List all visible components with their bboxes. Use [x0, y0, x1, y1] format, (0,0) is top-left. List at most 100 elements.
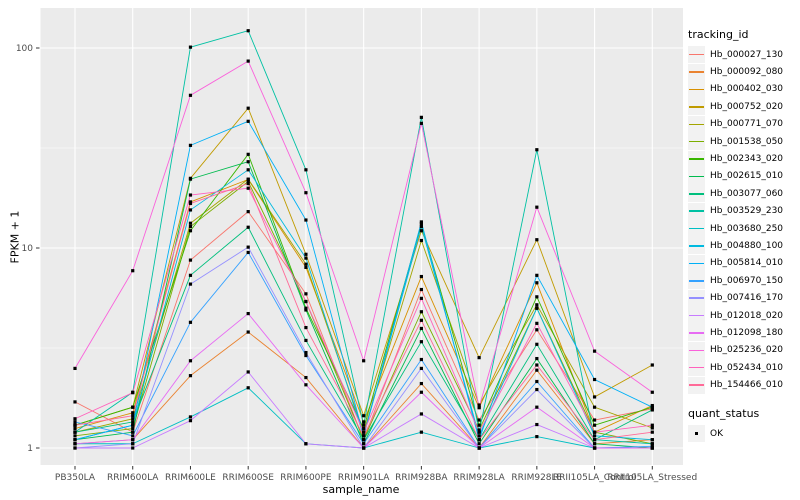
legend-color-key — [688, 359, 705, 377]
data-point — [477, 428, 481, 432]
legend-item-Hb_003529_230: Hb_003529_230 — [688, 202, 798, 220]
line-swatch-icon — [689, 53, 704, 56]
legend-color-key — [688, 115, 705, 133]
x-tick-label: RRII105LA_Control — [553, 473, 636, 483]
data-point — [73, 400, 77, 404]
data-point — [131, 417, 135, 421]
data-point — [131, 446, 135, 450]
legend-item-Hb_003077_060: Hb_003077_060 — [688, 185, 798, 203]
data-point — [477, 403, 481, 407]
legend-color-items: Hb_000027_130 Hb_000092_080 Hb_000402_030 H… — [688, 46, 798, 394]
legend-item-label: Hb_154466_010 — [710, 380, 784, 391]
x-tick-label: RRIM600LE — [165, 473, 216, 483]
data-point — [477, 418, 481, 422]
data-point — [592, 434, 597, 438]
data-point — [73, 446, 77, 450]
data-point — [592, 349, 597, 353]
data-point — [362, 423, 366, 427]
data-point — [535, 306, 539, 310]
data-point — [73, 366, 77, 371]
data-point — [650, 426, 654, 430]
data-point — [304, 383, 308, 387]
data-point — [246, 160, 250, 164]
data-point — [535, 363, 539, 367]
legend-item-label: Hb_000027_130 — [710, 49, 784, 60]
legend-item-Hb_000752_020: Hb_000752_020 — [688, 98, 798, 116]
data-point — [535, 295, 539, 299]
data-point — [304, 353, 308, 358]
legend-item-label: Hb_002343_020 — [710, 154, 784, 165]
data-point — [362, 414, 366, 418]
x-tick-label: RRIM901LA — [338, 473, 390, 483]
data-point — [188, 419, 193, 423]
legend-item-Hb_012018_020: Hb_012018_020 — [688, 307, 798, 325]
data-point — [188, 415, 193, 419]
data-point — [362, 359, 366, 363]
line-swatch-icon — [689, 106, 704, 108]
line-swatch-icon — [689, 332, 704, 334]
data-point — [419, 430, 423, 434]
data-point — [419, 340, 423, 344]
data-point — [73, 430, 77, 434]
data-point — [246, 250, 250, 255]
data-point — [535, 368, 539, 372]
data-point — [73, 427, 77, 431]
legend-item-label: Hb_000402_030 — [710, 84, 784, 95]
data-point — [419, 287, 423, 292]
legend-item-Hb_000027_130: Hb_000027_130 — [688, 46, 798, 64]
legend-item-Hb_002615_010: Hb_002615_010 — [688, 167, 798, 185]
data-point — [477, 442, 481, 446]
legend-color-key — [688, 220, 705, 238]
data-point — [188, 224, 193, 229]
legend-item-Hb_003680_250: Hb_003680_250 — [688, 220, 798, 238]
legend-item-Hb_001538_050: Hb_001538_050 — [688, 133, 798, 151]
data-point — [362, 427, 366, 431]
data-point — [246, 59, 250, 63]
y-tick-label: 1 — [27, 444, 33, 454]
data-point — [246, 179, 250, 184]
legend-item-label: Hb_003529_230 — [710, 206, 784, 217]
line-swatch-icon — [689, 193, 704, 195]
data-point — [477, 438, 481, 442]
data-point — [188, 229, 193, 233]
legend-item-label: Hb_007416_170 — [710, 293, 784, 304]
data-point — [246, 225, 250, 229]
legend-item-Hb_052434_010: Hb_052434_010 — [688, 359, 798, 377]
legend-color-key — [688, 63, 705, 81]
line-swatch-icon — [689, 71, 704, 73]
legend-item-label: OK — [710, 428, 723, 439]
legend-quant-status-title: quant_status — [688, 406, 760, 420]
data-point — [188, 208, 193, 212]
data-point — [131, 405, 135, 409]
legend-item-label: Hb_005814_010 — [710, 258, 784, 269]
legend-color-key — [688, 80, 705, 98]
legend-color-key — [688, 237, 705, 255]
data-point — [304, 292, 308, 296]
data-point — [73, 438, 77, 442]
data-point — [477, 446, 481, 450]
legend-color-key — [688, 133, 705, 151]
data-point — [592, 438, 597, 442]
legend-color-key — [688, 324, 705, 342]
data-point — [592, 405, 597, 409]
data-point — [246, 311, 250, 316]
legend-color-key — [688, 341, 705, 359]
data-point — [73, 442, 77, 446]
x-tick-label: RRIM600LA — [107, 473, 159, 483]
data-point — [419, 229, 423, 233]
line-swatch-icon — [689, 158, 704, 160]
data-point — [419, 412, 423, 416]
line-swatch-icon — [689, 140, 704, 143]
legend-item-label: Hb_025236_020 — [710, 345, 784, 356]
data-point — [304, 262, 308, 266]
data-point — [362, 442, 366, 446]
legend-item-label: Hb_000752_020 — [710, 101, 784, 112]
data-point — [419, 296, 423, 300]
data-point — [246, 245, 250, 249]
legend-color-key — [688, 376, 705, 394]
x-tick-label: RRIM928BA — [395, 473, 448, 483]
data-point — [419, 121, 423, 125]
data-point — [535, 422, 539, 427]
data-point — [304, 256, 308, 260]
legend-item-Hb_025236_020: Hb_025236_020 — [688, 341, 798, 359]
